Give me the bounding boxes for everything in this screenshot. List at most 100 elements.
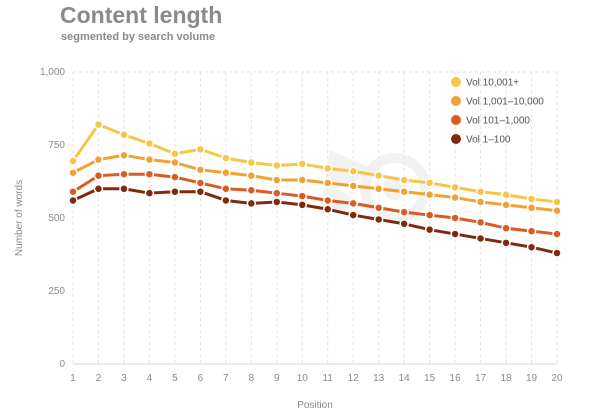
data-point [450,229,460,239]
data-point [68,156,78,166]
x-tick-label: 4 [147,373,153,384]
data-point [195,186,206,197]
x-tick-label: 17 [475,373,487,384]
data-point [272,197,282,207]
data-point [170,157,180,168]
legend-label: Vol 101–1,000 [466,116,530,127]
data-point [526,242,537,252]
data-point [450,182,460,193]
legend-label: Vol 1–100 [466,135,511,146]
data-point [170,186,180,197]
legend-swatch [451,96,461,106]
x-tick-label: 5 [172,373,178,384]
data-point [195,144,206,155]
data-point [297,200,308,210]
data-point [552,197,562,207]
legend-swatch [451,134,461,144]
data-point [93,119,104,130]
x-tick-label: 7 [223,373,229,384]
data-point [221,195,231,206]
data-point [322,178,333,188]
data-point [322,195,333,206]
y-axis-label: Number of words [14,180,25,256]
legend-label: Vol 1,001–10,000 [466,97,544,108]
data-point [552,248,562,258]
data-point [170,172,180,182]
legend: Vol 10,001+ Vol 1,001–10,000 Vol 101–1,000… [451,77,544,146]
y-tick-label: 250 [48,286,65,297]
x-tick-label: 10 [297,373,309,384]
data-point [450,192,460,203]
x-tick-label: 3 [121,373,127,384]
x-axis-label: Position [297,400,333,411]
data-point [424,210,435,220]
data-point [272,160,282,171]
data-point [348,210,358,220]
data-point [144,169,155,179]
data-point [93,154,104,165]
data-point [68,186,78,197]
data-point [475,186,486,197]
data-point [373,214,384,225]
x-tick-label: 16 [450,373,462,384]
data-point [526,194,537,204]
x-tick-label: 1 [70,373,76,384]
y-tick-label: 750 [48,140,65,151]
data-point [246,185,257,196]
data-point [221,167,231,178]
data-point [399,207,409,217]
data-point [119,169,129,179]
data-point [119,130,129,140]
data-point [119,184,129,194]
x-tick-label: 15 [424,373,436,384]
x-tick-label: 6 [198,373,204,384]
data-point [526,226,537,236]
legend-swatch [451,115,461,125]
data-point [348,198,358,209]
data-point [246,170,257,181]
data-point [424,224,435,235]
data-point [501,189,511,200]
x-tick-label: 12 [348,373,360,384]
data-point [399,186,409,197]
data-point [552,229,562,239]
data-point [170,149,180,159]
data-point [68,195,78,206]
data-point [526,203,537,213]
x-tick-label: 18 [500,373,512,384]
data-point [373,203,384,213]
data-point [424,189,435,200]
x-tick-label: 19 [526,373,538,384]
x-tick-label: 14 [399,373,411,384]
data-point [195,165,206,175]
data-point [297,191,308,201]
data-point [221,153,231,163]
data-point [475,233,486,244]
x-tick-label: 8 [249,373,255,384]
data-point [144,188,155,198]
chart-title: Content length [60,2,223,28]
data-point [475,197,486,207]
data-point [144,154,155,165]
data-point [297,175,308,185]
x-tick-label: 20 [551,373,563,384]
data-point [424,178,435,188]
chart-subtitle: segmented by search volume [61,31,216,43]
data-point [297,159,308,169]
x-tick-label: 2 [96,373,102,384]
data-point [246,198,257,209]
data-point [348,181,358,191]
data-point [552,205,562,216]
y-tick-label: 500 [48,213,65,224]
data-point [450,213,460,223]
data-point [475,217,486,228]
data-point [93,184,104,194]
data-point [68,167,78,178]
data-point [246,157,257,168]
data-point [373,184,384,194]
legend-label: Vol 10,001+ [466,78,519,89]
x-tick-label: 13 [373,373,385,384]
data-point [93,170,104,181]
data-point [373,170,384,181]
